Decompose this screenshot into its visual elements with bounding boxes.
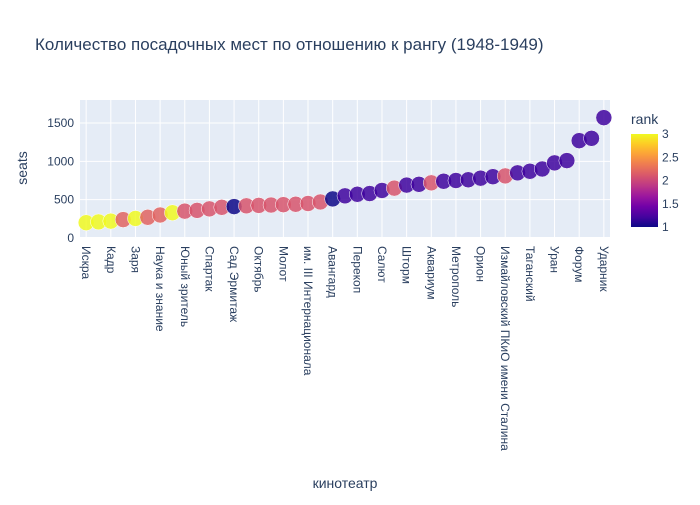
colorbar: [631, 134, 658, 227]
colorbar-tick-label: 1: [662, 220, 669, 234]
x-tick-label: Форум: [572, 246, 586, 282]
x-tick-label: Ударник: [597, 246, 611, 292]
x-tick-label: Салют: [375, 246, 389, 283]
x-tick-label: им. III Интернационала: [301, 246, 315, 376]
y-tick-label: 1500: [47, 116, 74, 130]
x-tick-label: Измайловский ПКиО имени Сталина: [498, 246, 512, 451]
x-tick-label: Спартак: [202, 246, 216, 292]
y-tick-label: 500: [54, 193, 74, 207]
x-tick-label: Наука и знание: [153, 246, 167, 332]
x-tick-label: Орион: [474, 246, 488, 282]
x-tick-label: Перекоп: [350, 246, 364, 293]
y-tick-label: 1000: [47, 154, 74, 168]
colorbar-title: rank: [631, 111, 659, 127]
data-point[interactable]: [595, 109, 613, 126]
colorbar-tick-label: 2.5: [662, 150, 679, 164]
x-tick-label: Уран: [548, 246, 562, 273]
data-point[interactable]: [558, 152, 576, 169]
chart-title: Количество посадочных мест по отношению …: [35, 35, 544, 54]
colorbar-tick-label: 2: [662, 174, 669, 188]
x-tick-label: Сад Эрмитаж: [227, 246, 241, 322]
y-axis-title: seats: [14, 151, 30, 184]
x-tick-label: Кадр: [104, 246, 118, 274]
x-tick-label: Аквариум: [424, 246, 438, 300]
colorbar-tick-label: 1.5: [662, 197, 679, 211]
x-tick-label: Октябрь: [252, 246, 266, 293]
x-tick-label: Искра: [79, 246, 93, 280]
data-point[interactable]: [583, 130, 600, 147]
x-tick-label: Авангард: [326, 246, 340, 298]
colorbar-tick-label: 3: [662, 127, 669, 141]
x-tick-label: Юный зритель: [178, 246, 192, 327]
x-axis-title: кинотеатр: [313, 475, 378, 491]
x-tick-label: Метрополь: [449, 246, 463, 307]
x-tick-label: Таганский: [523, 246, 537, 302]
y-tick-label: 0: [67, 231, 74, 245]
x-tick-label: Шторм: [400, 246, 414, 284]
x-tick-label: Молот: [276, 246, 290, 282]
x-tick-label: Заря: [128, 246, 142, 273]
